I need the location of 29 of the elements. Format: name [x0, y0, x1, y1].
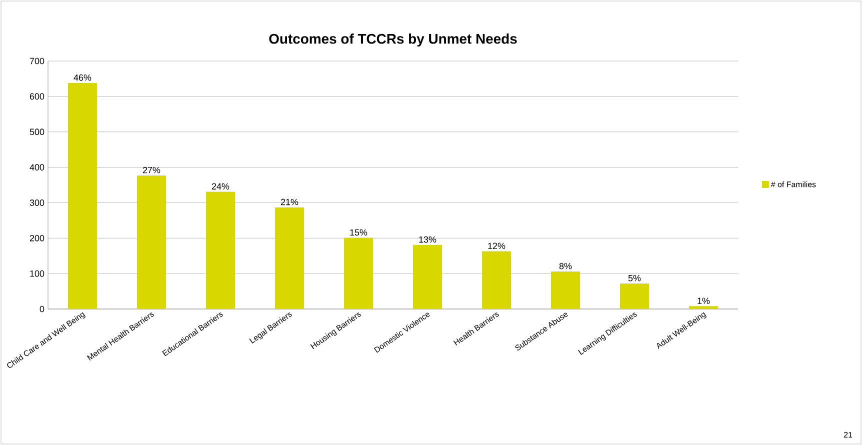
annotation: 15% — [350, 229, 368, 236]
y-tick-label: 100 — [30, 270, 44, 277]
bar — [344, 238, 373, 309]
y-tick-label: 200 — [30, 234, 44, 242]
bar — [68, 82, 97, 309]
annotation: 12% — [488, 242, 506, 250]
chart-title: Outcomes of TCCRs by Unmet Needs — [269, 34, 517, 47]
bar — [689, 306, 718, 309]
annotation: 21% — [280, 198, 298, 206]
annotation: 13% — [419, 236, 436, 243]
y-tick-label: 300 — [30, 200, 44, 206]
bar — [206, 192, 235, 309]
y-tick-label: 600 — [30, 93, 44, 100]
y-tick-label: 400 — [30, 164, 44, 170]
y-tick-label: 500 — [30, 128, 44, 136]
bar — [413, 244, 442, 309]
annotation: 27% — [142, 166, 160, 174]
y-tick-label: 700 — [30, 58, 44, 64]
annotation: 5% — [628, 274, 641, 282]
bar — [620, 283, 650, 309]
bar — [551, 271, 580, 309]
annotation: 1% — [698, 298, 710, 304]
bar — [137, 175, 166, 309]
annotation: 46% — [74, 74, 92, 81]
annotation: 8% — [559, 262, 572, 270]
bar — [482, 251, 511, 309]
annotation: 24% — [212, 183, 230, 190]
bar — [275, 207, 304, 309]
y-tick-label: 0 — [40, 306, 44, 312]
